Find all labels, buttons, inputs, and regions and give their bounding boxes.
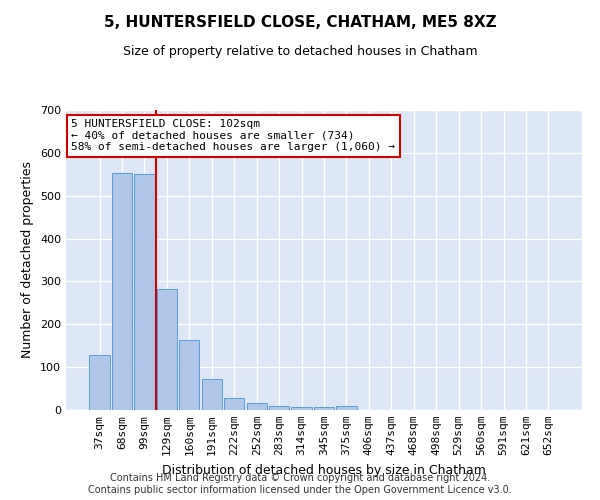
Bar (224, 398, 244, 410)
Bar (202, 379, 222, 410)
Bar (292, 406, 311, 410)
Bar (89, 355, 110, 410)
Text: Contains HM Land Registry data © Crown copyright and database right 2024.
Contai: Contains HM Land Registry data © Crown c… (88, 474, 512, 495)
Text: 5 HUNTERSFIELD CLOSE: 102sqm
← 40% of detached houses are smaller (734)
58% of s: 5 HUNTERSFIELD CLOSE: 102sqm ← 40% of de… (71, 119, 395, 152)
Text: Size of property relative to detached houses in Chatham: Size of property relative to detached ho… (122, 45, 478, 58)
X-axis label: Distribution of detached houses by size in Chatham: Distribution of detached houses by size … (162, 464, 486, 476)
Y-axis label: Number of detached properties: Number of detached properties (22, 162, 34, 358)
Bar (134, 174, 155, 410)
Text: 5, HUNTERSFIELD CLOSE, CHATHAM, ME5 8XZ: 5, HUNTERSFIELD CLOSE, CHATHAM, ME5 8XZ (104, 15, 496, 30)
Bar (269, 406, 289, 410)
Bar (179, 340, 199, 410)
Bar (337, 406, 356, 410)
Bar (112, 174, 132, 410)
Bar (314, 406, 334, 410)
Bar (157, 288, 177, 410)
Bar (247, 402, 267, 410)
